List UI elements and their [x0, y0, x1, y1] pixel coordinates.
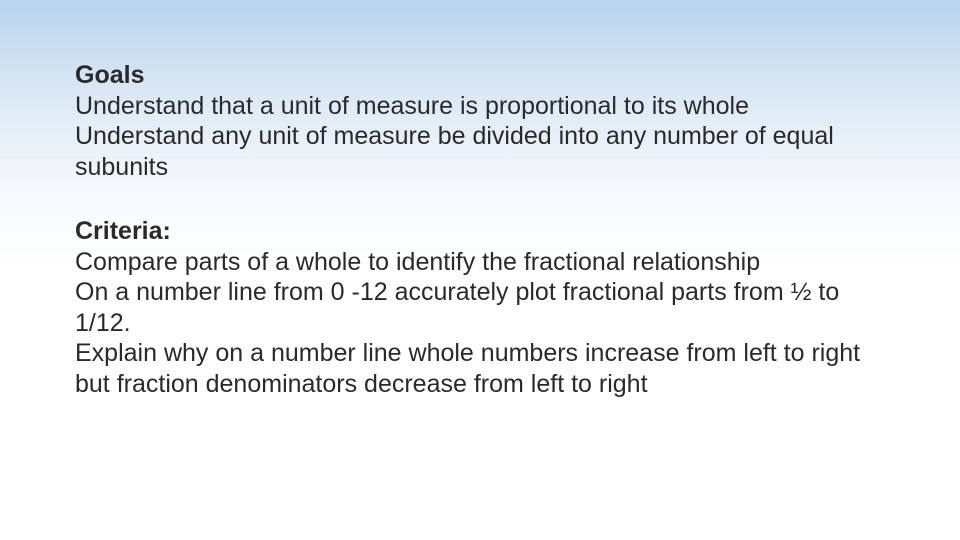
criteria-line-2: On a number line from 0 -12 accurately p…	[75, 277, 885, 338]
goals-line-2: Understand any unit of measure be divide…	[75, 121, 885, 182]
goals-line-1: Understand that a unit of measure is pro…	[75, 91, 885, 122]
slide-content: Goals Understand that a unit of measure …	[75, 60, 885, 399]
criteria-heading: Criteria:	[75, 216, 885, 247]
criteria-line-1: Compare parts of a whole to identify the…	[75, 247, 885, 278]
goals-heading: Goals	[75, 60, 885, 91]
criteria-line-3: Explain why on a number line whole numbe…	[75, 338, 885, 399]
slide: Goals Understand that a unit of measure …	[0, 0, 960, 540]
section-gap	[75, 182, 885, 216]
